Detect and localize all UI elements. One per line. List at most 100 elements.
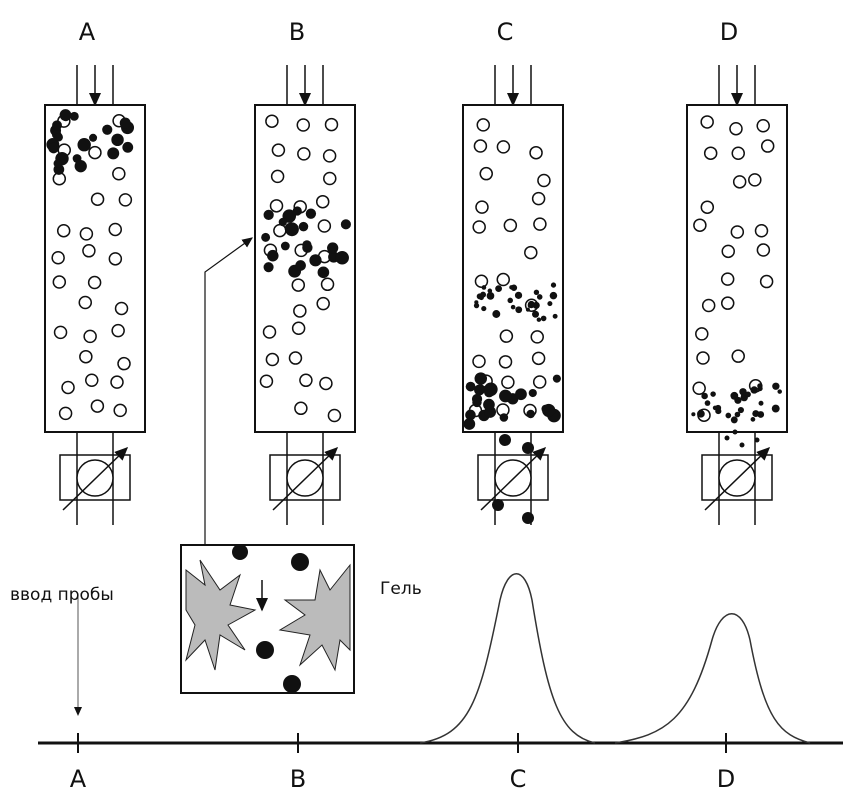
column-label: A [79,18,96,46]
small-molecule [758,400,764,406]
gel-bead [58,406,73,421]
large-molecule [340,219,351,230]
gel-bead [759,274,774,289]
gel-bead [56,223,71,238]
gel-particle [278,563,351,672]
small-molecule [712,405,718,411]
large-molecule [528,388,537,398]
large-molecule [483,382,498,397]
large-molecule [53,159,63,168]
gel-bead [288,351,303,365]
gel-bead [531,191,546,206]
gel-bead [296,118,311,132]
small-molecule [480,291,487,298]
gel-bead [51,250,65,265]
gel-bead [79,349,93,364]
gel-bead [533,217,547,231]
small-molecule [733,393,738,398]
gel-bead [297,147,311,161]
gel-bead [269,199,284,213]
gel-bead [270,169,285,184]
gel-bead [473,139,488,153]
large-molecule [285,222,299,237]
gel-bead [760,139,775,153]
gel-bead [696,351,710,365]
eluted-molecule [492,499,504,511]
small-molecule [486,292,495,300]
large-molecule [89,133,98,142]
small-molecule [514,291,523,299]
gel-bead [61,380,75,395]
gel-bead [53,325,68,340]
small-molecule [487,288,493,294]
large-molecule [474,372,488,385]
gel-bead [530,330,544,344]
gel-bead [112,167,126,181]
axis-label: B [290,765,306,793]
gel-bead [479,166,493,181]
small-molecule [549,291,558,300]
small-molecule [481,305,487,312]
small-molecule [777,389,782,394]
gel-bead [731,349,745,363]
column-label: B [289,18,305,46]
large-molecule [317,266,330,279]
gel-bead [88,145,102,160]
gel-bead [85,373,99,387]
large-molecule [327,242,339,254]
large-molecule [122,141,134,153]
gel-bead [52,275,67,289]
gel-bead [262,325,277,339]
gel-bead [322,149,337,163]
small-molecule [509,285,514,290]
large-molecule [541,404,550,413]
gel-bead [729,121,743,136]
gel-bead [324,117,339,132]
small-molecule [745,391,751,398]
gel-bead [529,145,543,160]
large-molecule [463,418,476,430]
gel-bead [474,274,489,289]
large-molecule [77,137,91,152]
gel-bead [695,327,709,341]
gel-bead [90,399,105,413]
gel-bead [294,401,308,416]
valve [701,454,773,501]
gel-bead [731,146,745,161]
gel-bead [320,277,335,292]
large-molecule [52,120,62,131]
gel-bead [720,272,735,286]
valve [59,454,131,501]
gel-bead [693,218,707,232]
eluted-molecule [499,434,511,446]
large-molecule [298,221,309,232]
valve-needle [480,446,547,511]
gel-bead [700,115,714,129]
gel-bead [315,194,330,209]
large-molecule [515,388,527,401]
gel-bead [118,193,133,207]
large-molecule [111,133,124,147]
gel-bead [703,146,718,160]
valve-needle [704,446,771,511]
gel-bead [537,173,551,188]
large-molecule [119,117,131,129]
small-molecule [473,302,480,309]
large-molecule [465,409,476,421]
small-molecule [701,392,708,400]
gel-bead [117,356,131,371]
valve [269,454,341,501]
gel-bead [327,408,342,423]
small-molecule [734,411,741,418]
peak-c [419,573,596,744]
gel-bead [476,118,491,132]
valve [477,454,549,501]
small-molecule [547,301,553,307]
gel-bead [700,200,715,214]
small-molecule [507,297,513,304]
large-molecule [474,384,485,396]
gel-bead [730,225,745,239]
gel-bead [720,296,735,310]
